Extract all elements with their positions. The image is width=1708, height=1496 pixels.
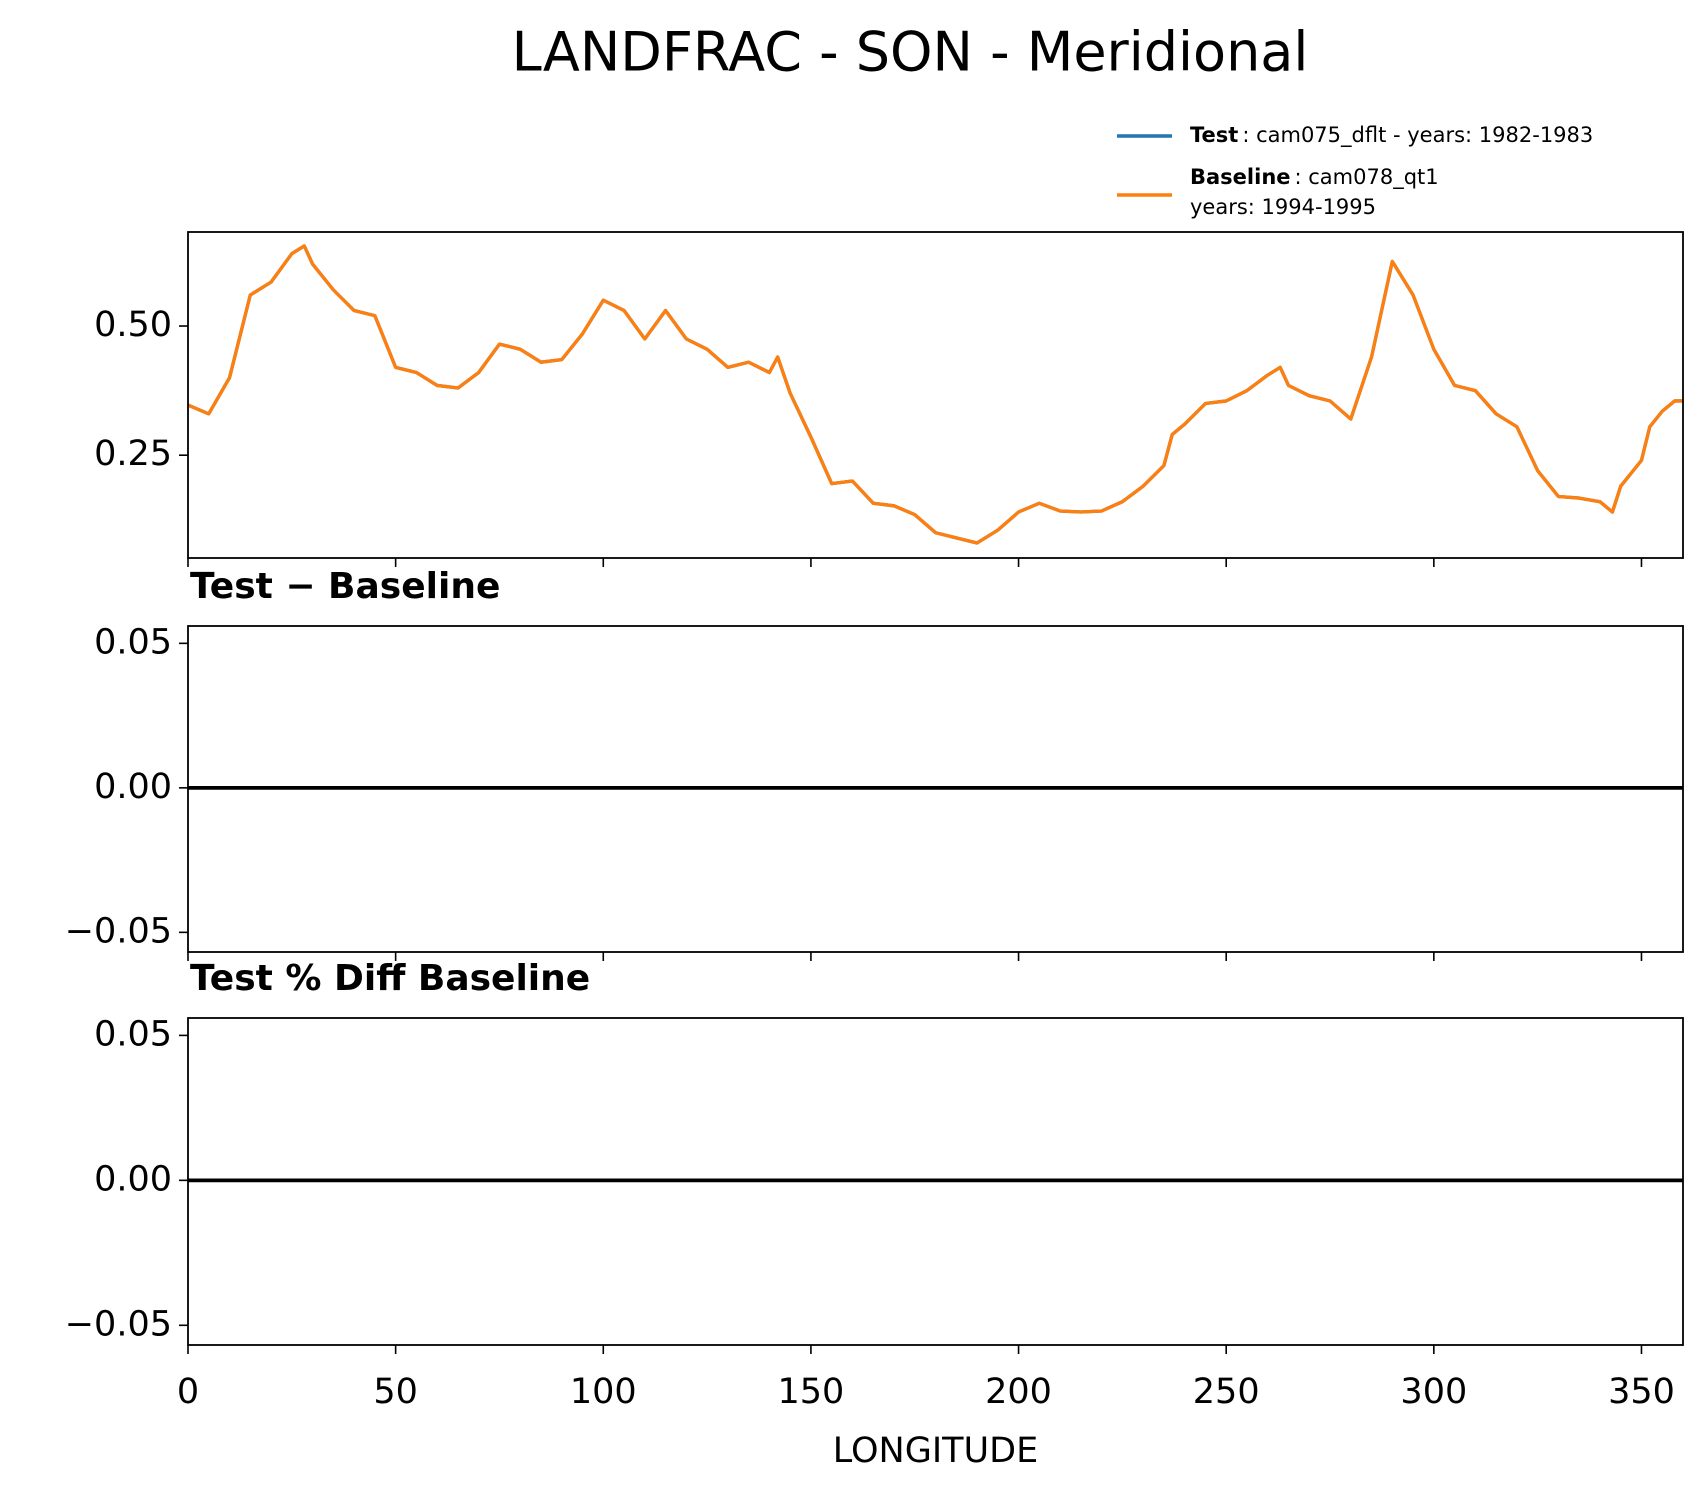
legend-label: years: 1994-1995 xyxy=(1190,195,1376,219)
data-line xyxy=(188,244,1683,545)
x-tick-label: 350 xyxy=(1608,1372,1675,1412)
x-axis-label: LONGITUDE xyxy=(833,1431,1039,1471)
legend-name: Test xyxy=(1190,123,1238,147)
x-tick-label: 100 xyxy=(570,1372,637,1412)
x-tick-label: 50 xyxy=(373,1372,418,1412)
y-tick-label: 0.05 xyxy=(94,1014,172,1054)
legend-name: Baseline xyxy=(1190,165,1291,189)
x-tick-label: 0 xyxy=(177,1372,199,1412)
legend-label: : cam075_dflt - years: 1982-1983 xyxy=(1242,123,1593,148)
plot-frame xyxy=(187,1017,1684,1346)
x-tick-label: 150 xyxy=(778,1372,845,1412)
panel-title: Test − Baseline xyxy=(190,566,500,607)
y-tick-label: −0.05 xyxy=(65,911,172,951)
y-tick-label: 0.00 xyxy=(94,767,172,807)
x-tick-label: 250 xyxy=(1193,1372,1260,1412)
y-tick-label: −0.05 xyxy=(65,1304,172,1344)
x-tick-label: 300 xyxy=(1400,1372,1467,1412)
data-line xyxy=(188,244,1683,545)
plot-frame xyxy=(187,625,1684,953)
y-tick-label: 0.05 xyxy=(94,622,172,662)
x-tick-label: 200 xyxy=(985,1372,1052,1412)
figure-title: LANDFRAC - SON - Meridional xyxy=(512,21,1309,84)
y-tick-label: 0.25 xyxy=(94,434,172,474)
panel-title: Test % Diff Baseline xyxy=(190,958,590,999)
legend-label: : cam078_qt1 xyxy=(1295,165,1439,190)
plot-frame xyxy=(187,231,1684,559)
y-tick-label: 0.50 xyxy=(94,305,172,345)
y-tick-label: 0.00 xyxy=(94,1159,172,1199)
